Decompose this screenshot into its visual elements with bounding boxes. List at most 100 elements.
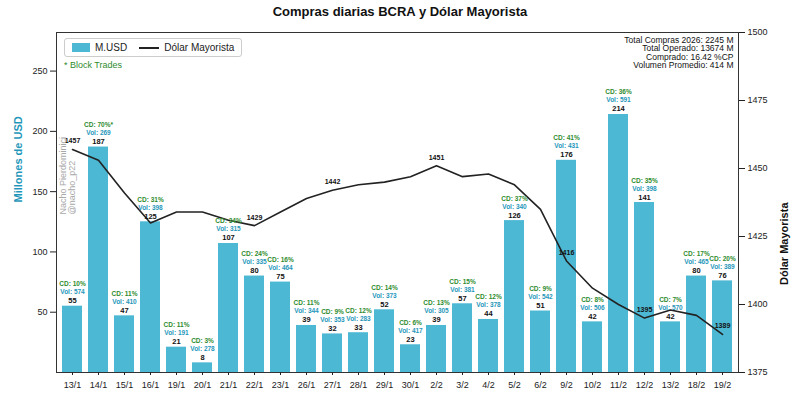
svg-text:Vol: 278: Vol: 278 [190,345,215,352]
svg-text:Vol: 340: Vol: 340 [502,203,527,210]
svg-text:80: 80 [692,266,700,275]
svg-text:141: 141 [638,193,651,202]
svg-text:Nacho Pierdominici@nacho_p22: Nacho Pierdominici@nacho_p22 [58,137,77,215]
svg-text:CD: 34%: CD: 34% [215,217,242,224]
svg-text:Millones de USD: Millones de USD [12,116,24,202]
svg-text:27/1: 27/1 [324,380,342,390]
svg-text:187: 187 [92,137,105,146]
svg-text:Vol: 344: Vol: 344 [294,307,319,314]
svg-text:15/1: 15/1 [116,380,134,390]
svg-text:Vol: 283: Vol: 283 [346,315,371,322]
svg-text:29/1: 29/1 [376,380,394,390]
svg-text:126: 126 [508,211,521,220]
svg-text:21: 21 [172,337,180,346]
svg-text:107: 107 [222,233,235,242]
svg-text:Vol: 398: Vol: 398 [632,185,657,192]
svg-text:51: 51 [536,301,544,310]
svg-text:CD: 36%: CD: 36% [605,88,632,95]
svg-text:Vol: 269: Vol: 269 [86,129,111,136]
svg-text:CD: 10%: CD: 10% [59,280,86,287]
svg-text:13/2: 13/2 [662,380,680,390]
svg-text:57: 57 [458,294,466,303]
svg-text:1416: 1416 [559,249,575,256]
svg-text:47: 47 [120,306,128,315]
svg-text:Vol: 574: Vol: 574 [60,288,85,295]
svg-text:16/1: 16/1 [142,380,160,390]
svg-text:100: 100 [32,247,47,257]
svg-text:CD: 20%: CD: 20% [709,255,736,262]
svg-text:CD: 35%: CD: 35% [631,177,658,184]
svg-text:Vol: 191: Vol: 191 [164,329,189,336]
svg-text:Vol: 373: Vol: 373 [372,292,397,299]
svg-text:Vol: 353: Vol: 353 [320,316,345,323]
svg-text:32: 32 [328,324,336,333]
svg-text:200: 200 [32,126,47,136]
svg-text:22/1: 22/1 [246,380,264,390]
svg-text:75: 75 [276,272,284,281]
svg-text:80: 80 [250,266,258,275]
svg-text:13/1: 13/1 [64,380,82,390]
svg-text:26/1: 26/1 [298,380,316,390]
svg-text:23/1: 23/1 [272,380,290,390]
svg-text:1400: 1400 [748,299,768,309]
svg-text:19/2: 19/2 [714,380,732,390]
svg-text:CD: 11%: CD: 11% [293,299,319,306]
svg-text:Vol: 465: Vol: 465 [684,258,709,265]
svg-text:42: 42 [588,312,596,321]
svg-text:CD: 31%: CD: 31% [137,196,164,203]
svg-text:1389: 1389 [715,322,731,329]
svg-text:23: 23 [406,335,414,344]
svg-text:1395: 1395 [637,306,653,313]
svg-text:Vol: 378: Vol: 378 [476,301,501,308]
svg-text:Vol: 389: Vol: 389 [710,263,735,270]
svg-text:18/2: 18/2 [688,380,706,390]
svg-text:Vol: 381: Vol: 381 [450,286,475,293]
svg-text:8: 8 [200,353,204,362]
svg-text:Vol: 305: Vol: 305 [424,307,449,314]
svg-text:1442: 1442 [325,178,341,185]
svg-text:CD: 12%: CD: 12% [475,293,502,300]
svg-text:CD: 70%*: CD: 70%* [84,121,113,128]
svg-text:CD: 12%: CD: 12% [345,307,372,314]
svg-text:CD: 37%: CD: 37% [501,195,528,202]
svg-text:Vol: 506: Vol: 506 [580,304,605,311]
svg-text:1475: 1475 [748,95,768,105]
svg-text:Vol: 542: Vol: 542 [528,293,553,300]
svg-text:Vol: 410: Vol: 410 [112,298,137,305]
svg-text:5/2: 5/2 [508,380,521,390]
svg-text:39: 39 [432,315,440,324]
svg-text:76: 76 [718,271,726,280]
svg-text:44: 44 [484,309,493,318]
svg-text:52: 52 [380,300,388,309]
svg-text:CD: 8%: CD: 8% [581,296,604,303]
svg-text:Vol: 591: Vol: 591 [606,96,631,103]
svg-text:CD: 13%: CD: 13% [423,299,450,306]
svg-text:1425: 1425 [748,231,768,241]
svg-text:1450: 1450 [748,163,768,173]
svg-text:CD: 41%: CD: 41% [553,134,580,141]
svg-text:11/2: 11/2 [610,380,627,390]
svg-text:150: 150 [32,187,47,197]
svg-text:Vol: 431: Vol: 431 [554,142,579,149]
svg-text:19/1: 19/1 [168,380,186,390]
svg-text:Vol: 315: Vol: 315 [216,225,241,232]
svg-text:Vol: 417: Vol: 417 [398,327,423,334]
svg-text:CD: 3%: CD: 3% [191,337,214,344]
svg-text:Vol: 335: Vol: 335 [242,258,267,265]
svg-text:214: 214 [612,104,625,113]
svg-text:1429: 1429 [247,214,263,221]
svg-text:1500: 1500 [748,27,768,37]
svg-text:CD: 9%: CD: 9% [529,285,552,292]
svg-text:CD: 15%: CD: 15% [449,278,476,285]
svg-text:Dólar Mayorista: Dólar Mayorista [778,202,790,285]
svg-text:250: 250 [32,66,47,76]
svg-text:21/1: 21/1 [220,380,238,390]
svg-text:50: 50 [37,307,47,317]
svg-text:3/2: 3/2 [456,380,469,390]
svg-text:Vol: 570: Vol: 570 [658,304,683,311]
svg-text:1375: 1375 [748,367,768,377]
svg-text:CD: 11%: CD: 11% [163,321,189,328]
svg-text:55: 55 [68,296,76,305]
svg-text:Vol: 464: Vol: 464 [268,264,293,271]
svg-text:CD: 24%: CD: 24% [241,250,268,257]
